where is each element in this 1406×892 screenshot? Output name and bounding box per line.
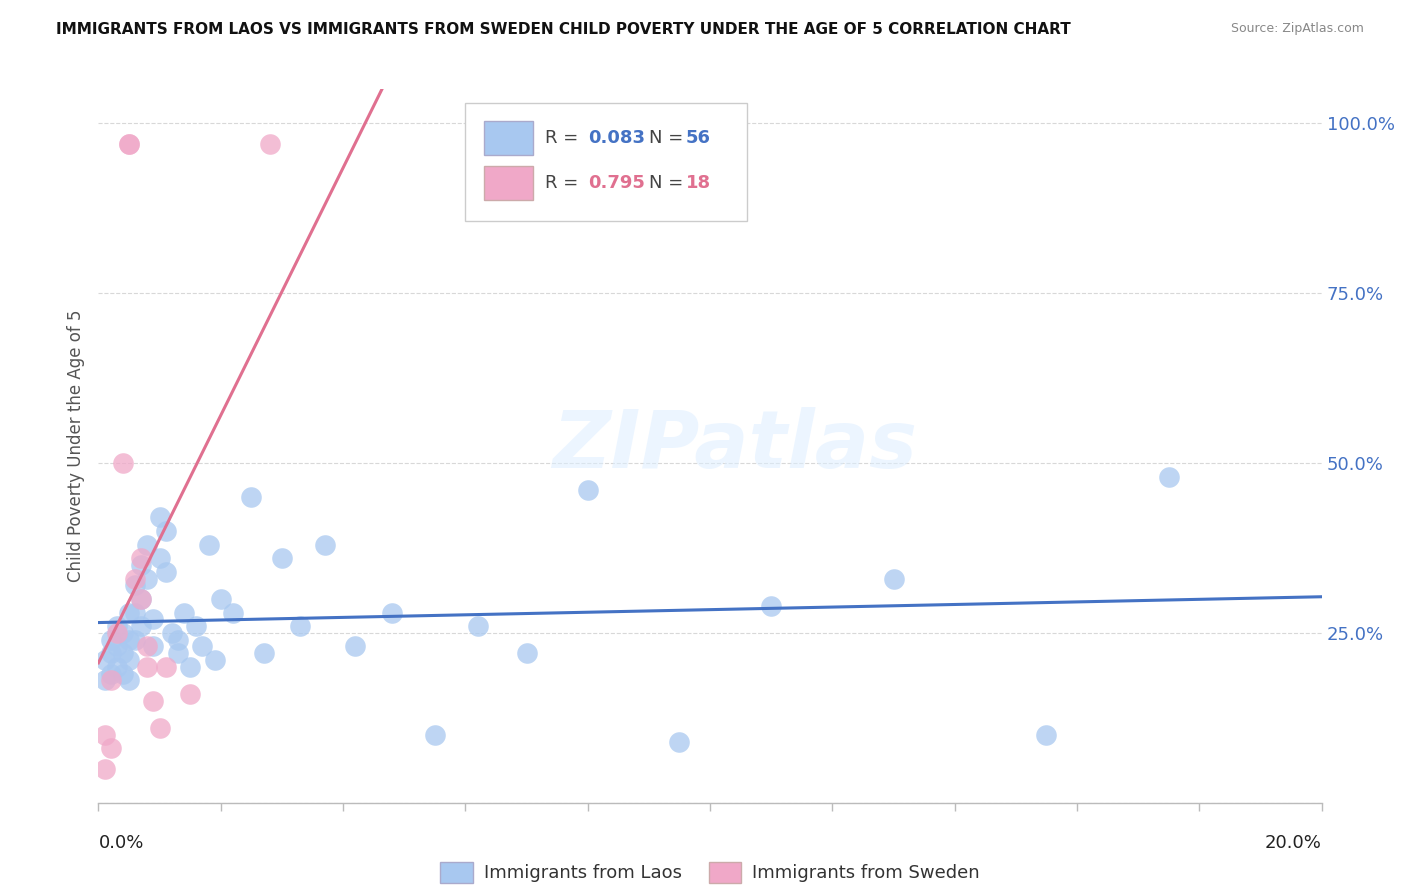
Point bbox=[118, 653, 141, 667]
Point bbox=[93, 728, 115, 742]
Point bbox=[381, 606, 404, 620]
Point bbox=[516, 646, 538, 660]
Point bbox=[136, 572, 159, 586]
Point bbox=[149, 551, 172, 566]
Point bbox=[270, 551, 292, 566]
Point bbox=[1157, 469, 1180, 483]
Point bbox=[179, 687, 201, 701]
Point bbox=[149, 721, 172, 735]
Point bbox=[142, 640, 165, 654]
FancyBboxPatch shape bbox=[484, 166, 533, 200]
Point bbox=[124, 606, 146, 620]
Point bbox=[467, 619, 489, 633]
Point bbox=[124, 578, 146, 592]
Point bbox=[105, 660, 128, 674]
Point bbox=[124, 632, 146, 647]
Point bbox=[173, 606, 195, 620]
Text: 18: 18 bbox=[686, 174, 710, 192]
Point bbox=[186, 619, 208, 633]
Point bbox=[290, 619, 312, 633]
Legend: Immigrants from Laos, Immigrants from Sweden: Immigrants from Laos, Immigrants from Sw… bbox=[433, 855, 987, 890]
Text: 0.795: 0.795 bbox=[588, 174, 644, 192]
Point bbox=[100, 632, 122, 647]
Point bbox=[100, 673, 122, 688]
Point bbox=[167, 632, 190, 647]
Point bbox=[118, 606, 141, 620]
Point bbox=[100, 646, 122, 660]
Point bbox=[759, 599, 782, 613]
Point bbox=[167, 646, 190, 660]
Point bbox=[155, 524, 177, 538]
Point bbox=[118, 136, 141, 151]
Point bbox=[105, 626, 128, 640]
Text: R =: R = bbox=[546, 128, 583, 146]
Point bbox=[179, 660, 201, 674]
Point bbox=[155, 565, 177, 579]
Text: 0.0%: 0.0% bbox=[98, 834, 143, 852]
Point bbox=[129, 551, 152, 566]
Point bbox=[160, 626, 183, 640]
Point bbox=[252, 646, 274, 660]
Point bbox=[197, 537, 219, 551]
Point bbox=[668, 734, 690, 748]
Point bbox=[124, 572, 146, 586]
Point bbox=[576, 483, 599, 498]
Point bbox=[93, 673, 115, 688]
Text: N =: N = bbox=[648, 174, 689, 192]
Point bbox=[111, 646, 134, 660]
Text: ZIPatlas: ZIPatlas bbox=[553, 407, 917, 485]
Point bbox=[111, 666, 134, 681]
Y-axis label: Child Poverty Under the Age of 5: Child Poverty Under the Age of 5 bbox=[67, 310, 86, 582]
Text: R =: R = bbox=[546, 174, 583, 192]
Point bbox=[883, 572, 905, 586]
Text: Source: ZipAtlas.com: Source: ZipAtlas.com bbox=[1230, 22, 1364, 36]
Point bbox=[142, 612, 165, 626]
Point bbox=[155, 660, 177, 674]
Point bbox=[136, 640, 159, 654]
Point bbox=[191, 640, 214, 654]
Point bbox=[344, 640, 367, 654]
Text: N =: N = bbox=[648, 128, 689, 146]
Point bbox=[149, 510, 172, 524]
FancyBboxPatch shape bbox=[465, 103, 747, 221]
Text: IMMIGRANTS FROM LAOS VS IMMIGRANTS FROM SWEDEN CHILD POVERTY UNDER THE AGE OF 5 : IMMIGRANTS FROM LAOS VS IMMIGRANTS FROM … bbox=[56, 22, 1071, 37]
Point bbox=[105, 619, 128, 633]
Point bbox=[423, 728, 446, 742]
Point bbox=[259, 136, 281, 151]
Point bbox=[209, 591, 232, 606]
Point bbox=[118, 136, 141, 151]
Text: 20.0%: 20.0% bbox=[1265, 834, 1322, 852]
Point bbox=[314, 537, 336, 551]
Point bbox=[111, 456, 134, 470]
Point bbox=[129, 619, 152, 633]
FancyBboxPatch shape bbox=[484, 120, 533, 155]
Point bbox=[136, 537, 159, 551]
Point bbox=[129, 591, 152, 606]
Point bbox=[142, 694, 165, 708]
Point bbox=[93, 762, 115, 776]
Point bbox=[222, 606, 245, 620]
Point bbox=[204, 653, 226, 667]
Point bbox=[240, 490, 263, 504]
Point bbox=[129, 591, 152, 606]
Text: 0.083: 0.083 bbox=[588, 128, 645, 146]
Point bbox=[105, 640, 128, 654]
Text: 56: 56 bbox=[686, 128, 710, 146]
Point bbox=[136, 660, 159, 674]
Point bbox=[118, 632, 141, 647]
Point bbox=[100, 666, 122, 681]
Point bbox=[100, 741, 122, 756]
Point bbox=[111, 626, 134, 640]
Point bbox=[118, 673, 141, 688]
Point bbox=[129, 558, 152, 572]
Point bbox=[93, 653, 115, 667]
Point bbox=[1035, 728, 1057, 742]
